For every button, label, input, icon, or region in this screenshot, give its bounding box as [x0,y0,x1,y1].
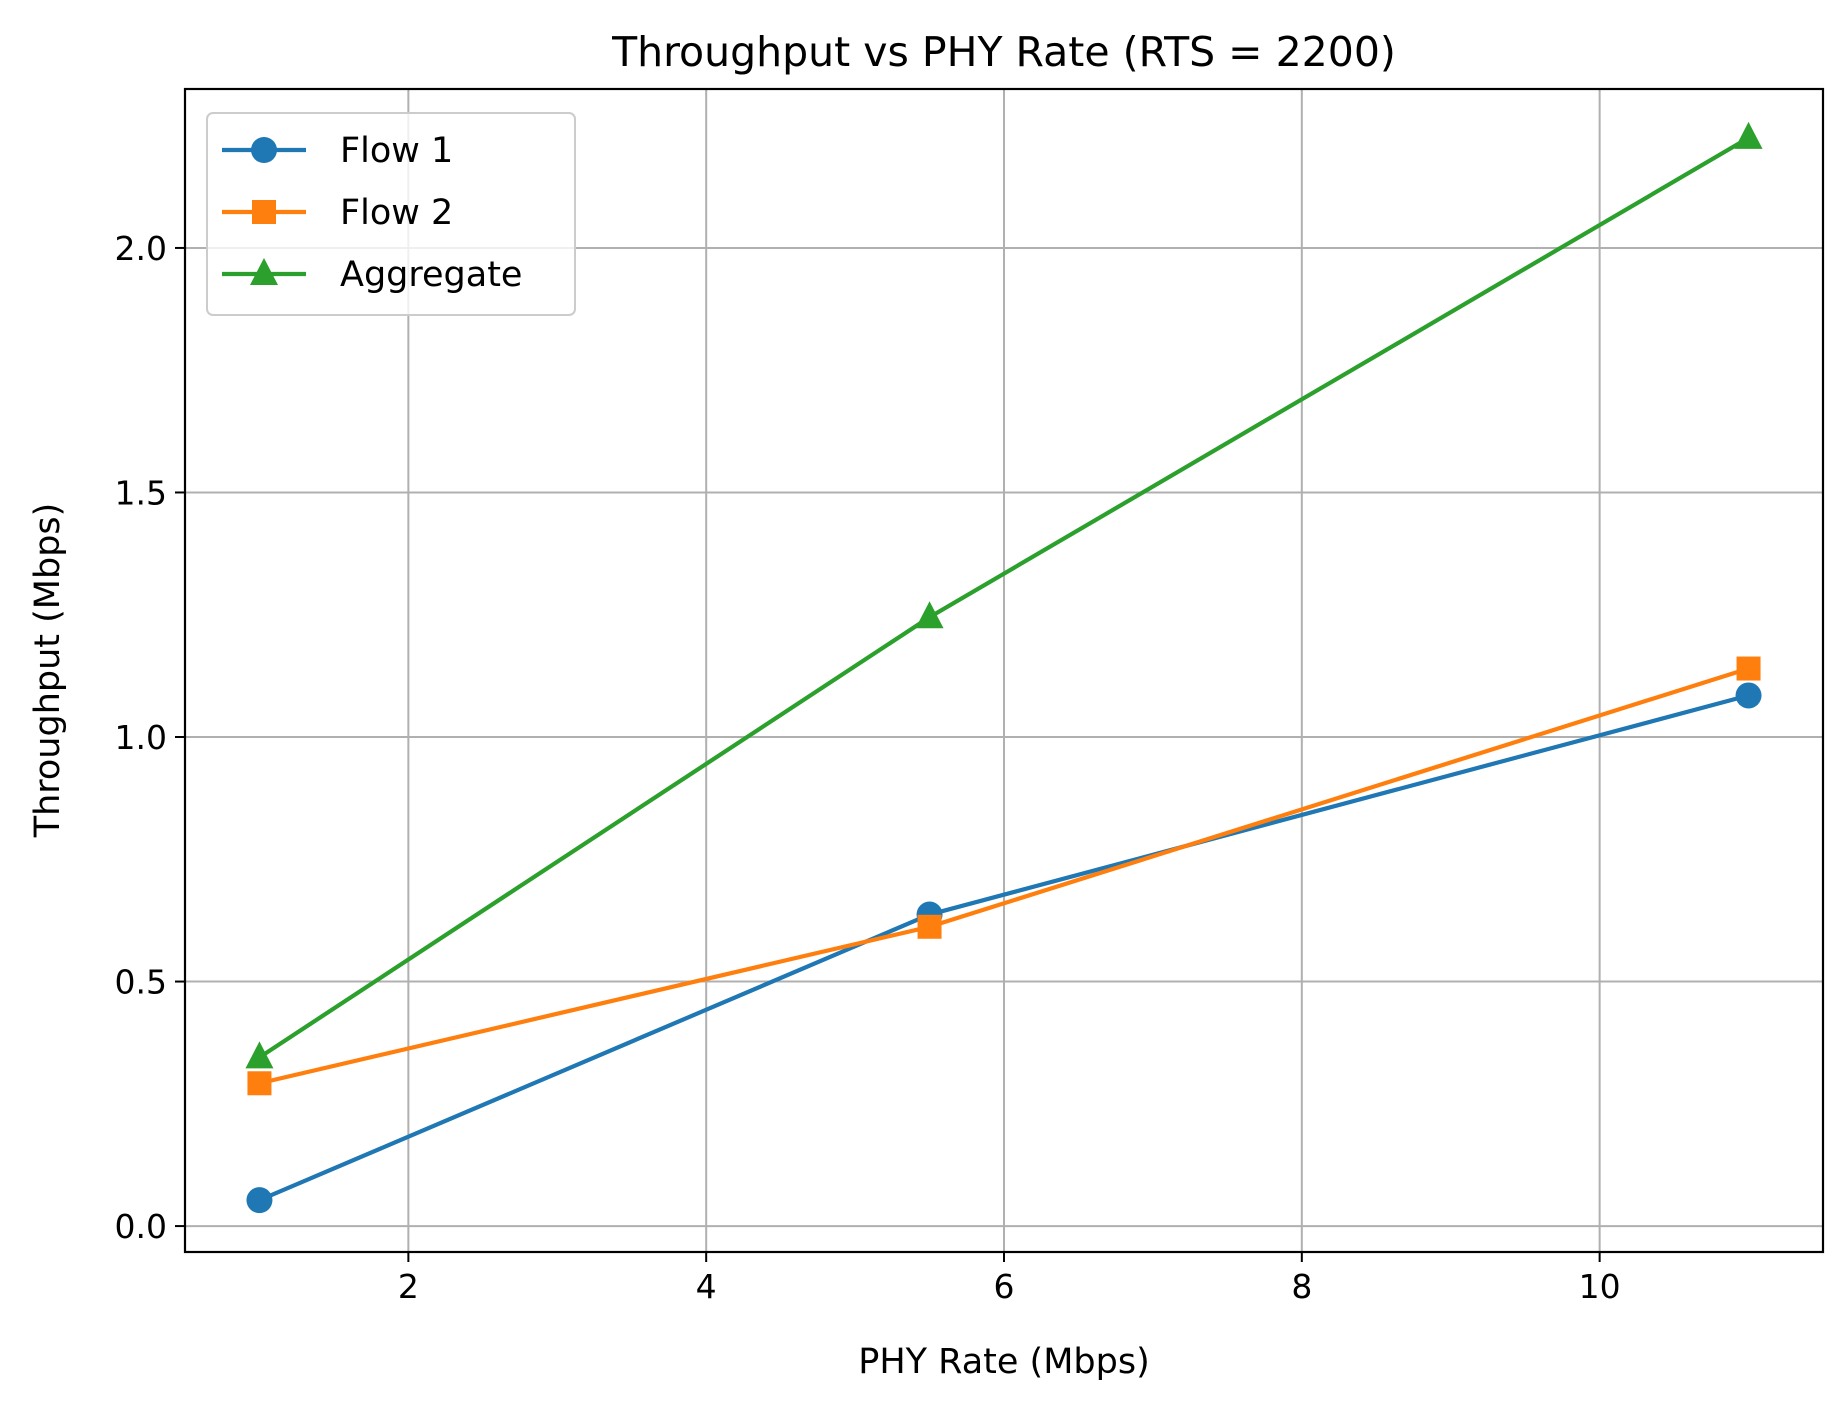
y-tick-label: 1.5 [115,473,167,512]
axis-ticks: 2 4 6 8 10 0.0 0.5 1.0 1.5 2.0 [115,229,1621,1306]
x-tick-label: 2 [398,1267,419,1306]
legend-marker [250,258,278,285]
legend-frame [206,112,576,316]
data-point-flow-2 [247,1071,272,1096]
x-tick-label: 6 [994,1267,1015,1306]
series-aggregate [245,121,1763,1069]
x-tick-label: 10 [1579,1267,1621,1306]
legend-item-flow-2: Flow 2 [222,193,453,233]
y-tick-label: 0.5 [115,963,167,1002]
x-tick-label: 8 [1291,1267,1312,1306]
series-layer [245,121,1763,1214]
legend-marker [252,200,276,224]
y-tick-label: 2.0 [115,229,167,268]
y-tick-label: 0.0 [115,1207,167,1246]
legend-item-flow-1: Flow 1 [222,131,453,171]
legend: Flow 1 Flow 2 Aggregate [206,112,576,316]
chart-title: Throughput vs PHY Rate (RTS = 2200) [611,28,1396,76]
legend-label: Flow 1 [340,131,453,171]
data-point-aggregate [915,601,944,629]
data-point-aggregate [1734,121,1763,149]
series-flow-2 [247,656,1761,1096]
data-point-aggregate [245,1041,274,1069]
x-tick-label: 4 [696,1267,717,1306]
data-point-flow-2 [1736,656,1761,681]
y-tick-label: 1.0 [115,718,167,757]
legend-items: Flow 1 Flow 2 Aggregate [222,131,522,295]
y-axis-label: Throughput (Mbps) [28,503,68,839]
grid [185,89,1823,1252]
data-point-flow-1 [246,1187,273,1214]
legend-label: Aggregate [340,255,522,295]
legend-item-aggregate: Aggregate [222,255,522,295]
legend-label: Flow 2 [340,193,453,233]
data-point-flow-2 [917,914,942,939]
data-point-flow-1 [1735,682,1762,709]
x-axis-label: PHY Rate (Mbps) [858,1342,1149,1382]
legend-marker [251,137,277,163]
series-flow-1 [246,682,1762,1214]
